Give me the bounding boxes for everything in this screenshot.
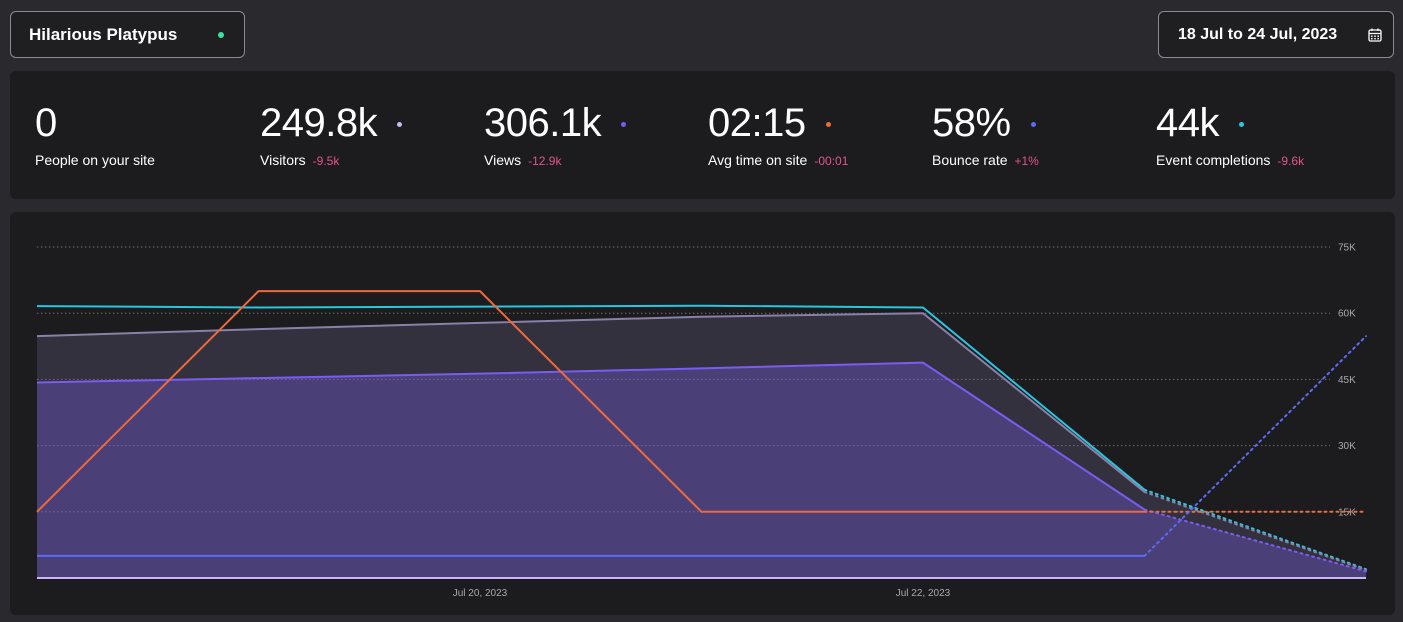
- stats-panel: 0 People on your site 249.8k Visitors -9.…: [10, 71, 1395, 199]
- x-tick-label: Jul 22, 2023: [896, 588, 951, 599]
- series-line: [36, 304, 1146, 491]
- stat-delta: -00:01: [814, 154, 849, 168]
- stat-label: Visitors: [260, 152, 306, 168]
- site-name: Hilarious Platypus: [29, 24, 178, 44]
- date-range-picker[interactable]: 18 Jul to 24 Jul, 2023: [1158, 11, 1394, 58]
- stat-label: People on your site: [35, 152, 155, 168]
- series-line: [36, 312, 1146, 493]
- date-range-label: 18 Jul to 24 Jul, 2023: [1178, 25, 1338, 43]
- series-color-dot: [825, 122, 831, 127]
- stat-visitors[interactable]: 249.8k Visitors -9.5k: [260, 101, 403, 168]
- series-line-partial: [1143, 508, 1367, 573]
- series-color-dot: [1030, 122, 1036, 127]
- stat-value: 306.1k: [484, 101, 602, 145]
- y-tick-label: 45K: [1338, 375, 1356, 386]
- stat-delta: +1%: [1014, 154, 1039, 168]
- stat-value: 44k: [1156, 101, 1220, 145]
- live-status-dot: [218, 31, 224, 38]
- stat-label: Bounce rate: [932, 152, 1008, 168]
- stat-delta: -9.5k: [312, 154, 340, 168]
- stat-label: Views: [484, 152, 522, 168]
- series-line: [36, 290, 1145, 513]
- stat-value: 249.8k: [260, 101, 378, 145]
- stat-value: 0: [35, 101, 57, 145]
- calendar-icon: [1367, 27, 1383, 43]
- stat-label: Avg time on site: [708, 152, 808, 168]
- series-color-dot: [621, 122, 627, 127]
- y-tick-label: 15K: [1338, 507, 1356, 518]
- site-selector[interactable]: Hilarious Platypus: [10, 11, 245, 58]
- series-color-dot: [397, 122, 403, 127]
- series-line-partial: [1143, 335, 1367, 557]
- stat-avg-time[interactable]: 02:15 Avg time on site -00:01: [708, 101, 848, 168]
- stat-event-completions[interactable]: 44k Event completions -9.6k: [1156, 101, 1304, 168]
- series-area: [37, 362, 1366, 578]
- series-line: [36, 361, 1146, 511]
- stat-bounce-rate[interactable]: 58% Bounce rate +1%: [932, 101, 1039, 168]
- x-tick-label: Jul 20, 2023: [453, 588, 508, 599]
- stat-delta: -12.9k: [528, 154, 562, 168]
- stat-label: Event completions: [1156, 152, 1271, 168]
- stat-value: 02:15: [708, 101, 806, 145]
- stat-delta: -9.6k: [1277, 154, 1305, 168]
- series-color-dot: [1239, 122, 1244, 127]
- line-chart[interactable]: 75K 60K 45K 30K 15K Jul 20, 2023 Jul 22, 2023: [10, 212, 1395, 615]
- y-tick-label: 30K: [1338, 441, 1356, 452]
- chart-panel: 75K 60K 45K 30K 15K Jul 20, 2023 Jul 22, 2023: [10, 212, 1395, 615]
- stat-views[interactable]: 306.1k Views -12.9k: [484, 101, 627, 168]
- y-tick-label: 75K: [1338, 243, 1356, 254]
- stat-people-on-site[interactable]: 0 People on your site: [35, 101, 155, 168]
- stat-value: 58%: [932, 101, 1011, 145]
- y-tick-label: 60K: [1338, 309, 1356, 320]
